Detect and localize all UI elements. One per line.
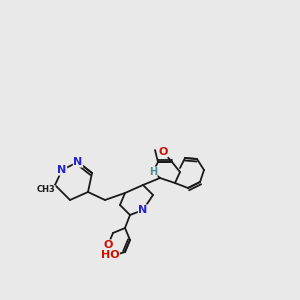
- Text: O: O: [158, 147, 168, 157]
- Text: H: H: [149, 167, 157, 177]
- Text: CH3: CH3: [36, 185, 55, 194]
- Text: N: N: [138, 205, 148, 215]
- Text: N: N: [57, 165, 67, 175]
- Text: O: O: [103, 240, 113, 250]
- Text: N: N: [74, 157, 82, 167]
- Text: HO: HO: [101, 250, 119, 260]
